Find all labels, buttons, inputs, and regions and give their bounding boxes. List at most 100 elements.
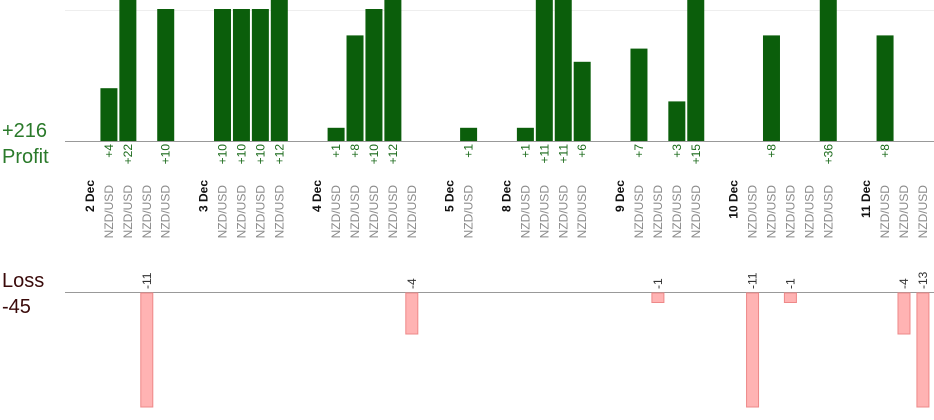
date-label: 11 Dec xyxy=(859,180,873,218)
profit-bar xyxy=(214,9,232,141)
loss-bar xyxy=(916,292,930,408)
profit-bar xyxy=(876,35,894,141)
profit-value-label: +6 xyxy=(575,144,589,158)
pair-label: NZD/USD xyxy=(462,185,476,239)
pair-label: NZD/USD xyxy=(253,185,267,239)
profit-value-label: +10 xyxy=(216,144,230,165)
profit-bar xyxy=(687,0,705,141)
pair-label: NZD/USD xyxy=(802,185,816,239)
pair-label: NZD/USD xyxy=(878,185,892,239)
pair-label: NZD/USD xyxy=(897,185,911,239)
profit-value-label: +12 xyxy=(386,144,400,165)
profit-bar xyxy=(100,88,118,141)
profit-bar xyxy=(232,9,250,141)
pair-label: NZD/USD xyxy=(272,185,286,239)
profit-value-label: +8 xyxy=(878,144,892,158)
profit-bar xyxy=(516,127,534,141)
loss-bar xyxy=(651,292,665,303)
loss-bar xyxy=(140,292,154,408)
loss-bar xyxy=(783,292,797,303)
pair-label: NZD/USD xyxy=(689,185,703,239)
profit-bar xyxy=(119,0,137,141)
pair-label: NZD/USD xyxy=(575,185,589,239)
loss-value-label: -11 xyxy=(140,272,154,289)
loss-value-label: -13 xyxy=(916,271,930,289)
profit-value-label: +10 xyxy=(253,144,267,165)
date-label: 5 Dec xyxy=(443,180,457,212)
profit-value-label: +10 xyxy=(234,144,248,165)
loss-bar xyxy=(746,292,760,408)
date-label: 9 Dec xyxy=(613,180,627,212)
profit-bar xyxy=(327,127,345,141)
pair-label: NZD/USD xyxy=(537,185,551,239)
profit-value-label: +8 xyxy=(348,144,362,158)
profit-value-label: +7 xyxy=(632,144,646,158)
profit-bar xyxy=(270,0,288,141)
date-label: 10 Dec xyxy=(727,180,741,219)
profit-value-label: +1 xyxy=(329,144,343,158)
profit-bar xyxy=(630,48,648,141)
pair-label: NZD/USD xyxy=(121,185,135,239)
pair-label: NZD/USD xyxy=(102,185,116,239)
pair-label: NZD/USD xyxy=(651,185,665,239)
pair-label: NZD/USD xyxy=(348,185,362,239)
profit-value-label: +1 xyxy=(462,144,476,158)
pair-label: NZD/USD xyxy=(159,185,173,239)
profit-bar xyxy=(157,9,175,141)
pair-label: NZD/USD xyxy=(216,185,230,239)
pair-label: NZD/USD xyxy=(234,185,248,239)
profit-value-label: +22 xyxy=(121,144,135,165)
profit-value-label: +11 xyxy=(537,144,551,164)
loss-bar xyxy=(897,292,911,335)
loss-value-label: -1 xyxy=(783,278,797,289)
pair-label: NZD/USD xyxy=(670,185,684,239)
profit-value-label: +10 xyxy=(367,144,381,165)
profit-bar xyxy=(819,0,837,141)
pair-label: NZD/USD xyxy=(556,185,570,239)
profit-bar xyxy=(668,101,686,141)
pair-label: NZD/USD xyxy=(140,185,154,239)
pair-label: NZD/USD xyxy=(518,185,532,239)
loss-value-label: -4 xyxy=(897,278,911,289)
pair-label: NZD/USD xyxy=(764,185,778,239)
loss-value-label: -1 xyxy=(651,278,665,289)
profit-bar xyxy=(535,0,553,141)
date-label: 4 Dec xyxy=(310,180,324,212)
profit-bar xyxy=(460,127,478,141)
date-label: 3 Dec xyxy=(197,180,211,212)
pair-label: NZD/USD xyxy=(916,185,930,239)
pair-label: NZD/USD xyxy=(329,185,343,239)
profit-value-label: +4 xyxy=(102,144,116,158)
pair-label: NZD/USD xyxy=(632,185,646,239)
pair-label: NZD/USD xyxy=(746,185,760,239)
profit-value-label: +3 xyxy=(670,144,684,158)
profit-bar xyxy=(346,35,364,141)
profit-value-label: +12 xyxy=(272,144,286,165)
loss-bar xyxy=(405,292,419,335)
date-label: 8 Dec xyxy=(499,180,513,212)
loss-label: Loss xyxy=(2,270,44,292)
profit-value-label: +11 xyxy=(556,144,570,164)
profit-label: Profit xyxy=(2,146,49,168)
profit-value-label: +8 xyxy=(764,144,778,158)
pair-label: NZD/USD xyxy=(405,185,419,239)
pair-label: NZD/USD xyxy=(367,185,381,239)
profit-bar xyxy=(762,35,780,141)
profit-bar xyxy=(554,0,572,141)
profit-bar xyxy=(251,9,269,141)
pair-label: NZD/USD xyxy=(783,185,797,239)
profit-total: +216 xyxy=(2,120,47,142)
profit-value-label: +1 xyxy=(518,144,532,158)
pair-label: NZD/USD xyxy=(821,185,835,239)
loss-total: -45 xyxy=(2,296,31,318)
loss-value-label: -4 xyxy=(405,278,419,289)
profit-bar xyxy=(365,9,383,141)
pair-label: NZD/USD xyxy=(386,185,400,239)
profit-value-label: +15 xyxy=(689,144,703,165)
profit-value-label: +10 xyxy=(159,144,173,165)
date-label: 2 Dec xyxy=(83,180,97,212)
profit-value-label: +36 xyxy=(821,144,835,165)
loss-value-label: -11 xyxy=(746,272,760,289)
profit-bar xyxy=(573,61,591,141)
